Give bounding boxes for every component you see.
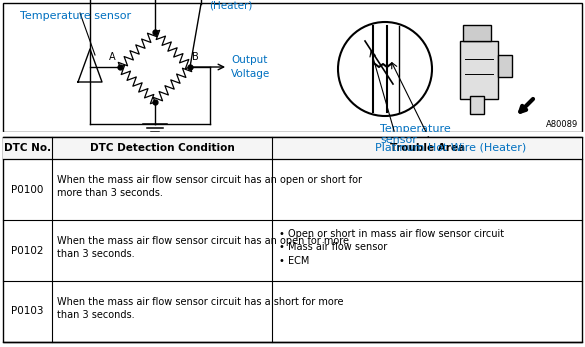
Bar [3,137,582,342]
Bar [3,137,52,159]
Text: B: B [192,52,199,62]
Text: A80089: A80089 [546,120,578,129]
Text: Temperature sensor: Temperature sensor [20,11,131,21]
Text: • Open or short in mass air flow sensor circuit
• Mass air flow sensor
• ECM: • Open or short in mass air flow sensor … [279,229,504,266]
Text: Output: Output [231,55,267,65]
Text: DTC No.: DTC No. [4,143,51,153]
Text: When the mass air flow sensor circuit has an open for more
than 3 seconds.: When the mass air flow sensor circuit ha… [57,236,349,259]
Bar [498,55,512,77]
Bar [463,25,491,41]
Text: Voltage: Voltage [231,69,270,79]
Text: P0100: P0100 [12,185,44,195]
Bar [52,137,272,159]
Text: When the mass air flow sensor circuit has an open or short for
more than 3 secon: When the mass air flow sensor circuit ha… [57,175,362,198]
Text: When the mass air flow sensor circuit has a short for more
than 3 seconds.: When the mass air flow sensor circuit ha… [57,297,344,320]
Bar [3,3,582,132]
Text: Trouble Area: Trouble Area [390,143,464,153]
Text: (Heater): (Heater) [209,0,252,10]
Text: DTC Detection Condition: DTC Detection Condition [90,143,235,153]
Bar [460,41,498,99]
Bar [470,96,484,114]
Text: Temperature: Temperature [380,124,451,134]
Text: sensor: sensor [380,135,417,145]
Text: Platinum Hot Wire (Heater): Platinum Hot Wire (Heater) [375,142,526,152]
Text: A: A [109,52,116,62]
Bar [272,137,582,159]
Text: P0103: P0103 [11,306,44,316]
Text: P0102: P0102 [11,245,44,255]
